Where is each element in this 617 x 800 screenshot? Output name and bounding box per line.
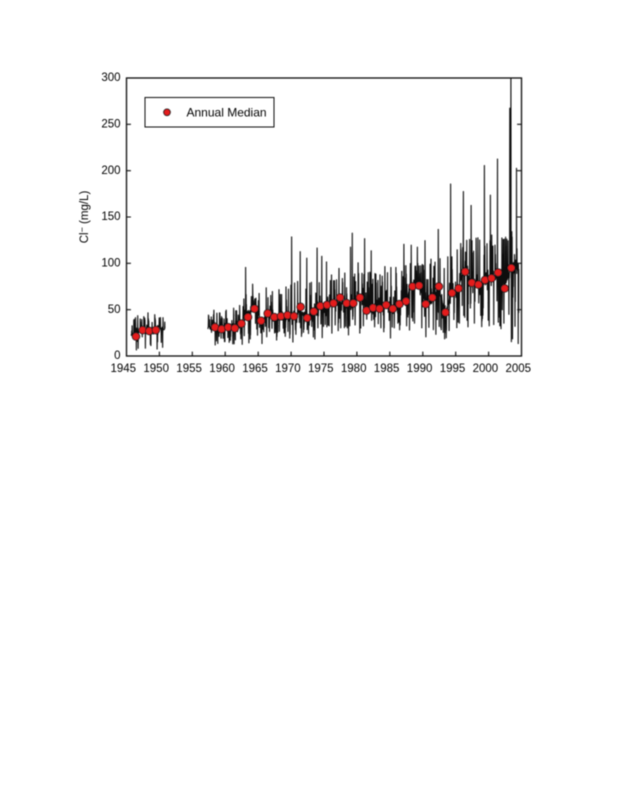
svg-text:1970: 1970: [275, 363, 301, 375]
svg-text:1985: 1985: [374, 363, 400, 375]
svg-text:1960: 1960: [209, 363, 235, 375]
svg-text:150: 150: [101, 211, 120, 223]
svg-text:Cl− (mg/L): Cl− (mg/L): [77, 191, 91, 244]
svg-text:300: 300: [101, 72, 120, 84]
svg-text:1965: 1965: [242, 363, 268, 375]
svg-text:1975: 1975: [308, 363, 334, 375]
svg-text:50: 50: [108, 304, 121, 316]
svg-text:1945: 1945: [111, 363, 137, 375]
svg-text:1950: 1950: [143, 363, 169, 375]
svg-text:1990: 1990: [407, 363, 433, 375]
svg-text:Annual Median: Annual Median: [187, 105, 267, 119]
svg-text:1995: 1995: [440, 363, 466, 375]
svg-text:200: 200: [101, 165, 120, 177]
svg-text:100: 100: [101, 258, 120, 270]
svg-text:250: 250: [101, 119, 120, 131]
svg-text:2000: 2000: [473, 363, 499, 375]
svg-text:1955: 1955: [176, 363, 202, 375]
svg-text:0: 0: [114, 350, 120, 362]
svg-text:1980: 1980: [341, 363, 367, 375]
svg-text:2005: 2005: [506, 363, 532, 375]
